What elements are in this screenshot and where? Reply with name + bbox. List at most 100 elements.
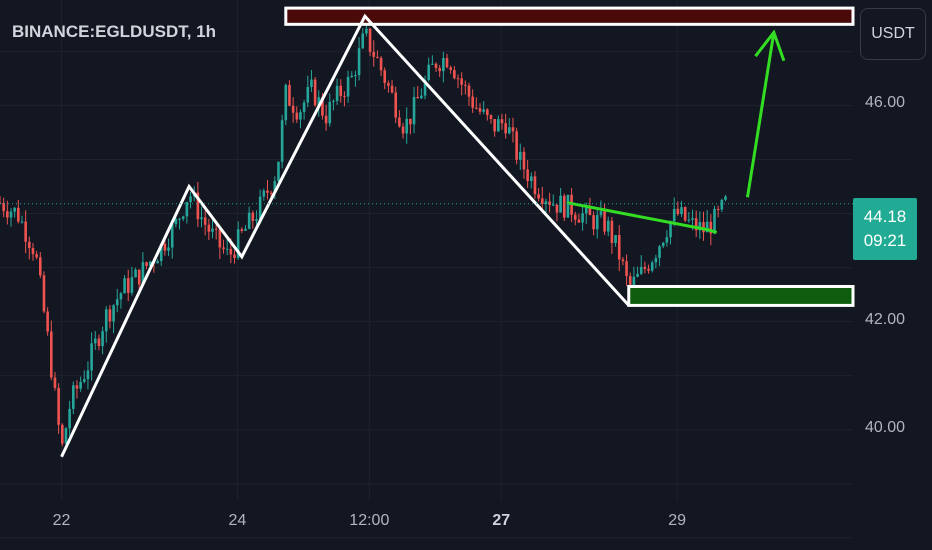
candle-body <box>302 102 306 113</box>
candle-body <box>35 254 38 258</box>
candle-body <box>200 217 203 220</box>
candle-body <box>126 278 130 293</box>
candle-body <box>669 221 672 238</box>
candlestick-series <box>0 24 727 447</box>
candle-body <box>247 212 251 229</box>
time-tick-label: 27 <box>492 512 511 529</box>
candle-body <box>551 204 555 206</box>
candle-body <box>339 85 343 96</box>
candle-body <box>540 198 544 204</box>
candle-body <box>650 262 654 271</box>
candle-body <box>28 241 31 248</box>
candle-body <box>394 92 398 118</box>
zigzag-line <box>60 13 630 458</box>
candle-body <box>632 276 636 286</box>
candle-body <box>625 261 628 277</box>
candle-body <box>93 338 97 344</box>
candle-body <box>423 80 427 96</box>
candle-body <box>497 119 500 132</box>
candle-body <box>148 261 152 266</box>
candle-body <box>387 83 390 86</box>
candle-body <box>599 211 603 216</box>
candle-body <box>409 118 412 125</box>
candle-body <box>295 112 299 120</box>
candle-body <box>185 202 189 217</box>
target-arrow-shaft <box>745 32 776 198</box>
candle-body <box>658 246 661 258</box>
candle-body <box>108 309 112 322</box>
candle-body <box>90 343 93 371</box>
candle-body <box>562 195 566 218</box>
candle-body <box>60 424 64 444</box>
candle-body <box>372 51 376 57</box>
candle-body <box>112 305 115 322</box>
candle-body <box>529 176 533 181</box>
candle-body <box>365 28 368 34</box>
candle-body <box>313 79 317 106</box>
candle-body <box>573 214 577 220</box>
candle-body <box>508 127 511 134</box>
candle-body <box>647 268 650 271</box>
candle-body <box>82 379 86 382</box>
candle-body <box>467 85 471 97</box>
candle-body <box>412 96 416 125</box>
candle-body <box>639 266 643 274</box>
candle-body <box>291 105 295 113</box>
candle-body <box>672 208 676 222</box>
candle-body <box>603 211 606 232</box>
candle-body <box>218 229 222 248</box>
candle-body <box>376 56 379 58</box>
candle-body <box>383 70 387 84</box>
candle-body <box>203 217 207 225</box>
candle-body <box>71 385 75 409</box>
candle-body <box>588 206 592 216</box>
candle-body <box>31 247 35 255</box>
candle-body <box>354 75 357 77</box>
candle-body <box>533 176 537 195</box>
currency-button[interactable]: USDT <box>860 8 926 60</box>
candle-body <box>537 194 540 199</box>
candle-body <box>357 48 361 76</box>
candle-body <box>698 222 702 231</box>
candle-body <box>486 109 489 116</box>
time-tick-label: 29 <box>668 512 687 529</box>
candle-body <box>515 131 518 160</box>
candle-body <box>709 221 713 234</box>
candle-body <box>156 261 159 264</box>
candle-body <box>236 229 240 259</box>
candle-body <box>57 387 60 425</box>
candle-body <box>262 190 266 197</box>
candle-body <box>324 115 328 124</box>
candle-body <box>464 84 467 86</box>
candle-body <box>511 127 515 132</box>
candle-body <box>64 428 68 444</box>
candle-body <box>471 96 474 108</box>
candle-body <box>460 78 463 85</box>
candle-body <box>606 220 610 232</box>
candle-body <box>68 408 71 429</box>
candle-body <box>79 381 82 389</box>
candle-body <box>482 109 485 112</box>
candle-body <box>196 192 200 220</box>
candle-body <box>229 248 233 255</box>
candle-body <box>683 207 687 221</box>
candle-body <box>321 97 324 116</box>
candle-body <box>691 218 694 220</box>
candle-body <box>159 243 163 262</box>
candle-body <box>456 78 460 80</box>
candle-body <box>350 75 354 77</box>
candle-body <box>434 63 438 69</box>
candle-body <box>405 118 409 134</box>
candle-body <box>170 224 174 248</box>
candle-body <box>401 126 405 134</box>
candle-body <box>163 243 167 251</box>
candle-body <box>119 293 123 300</box>
candle-body <box>431 63 434 65</box>
candle-body <box>493 118 496 132</box>
candle-body <box>442 58 445 72</box>
symbol-title: BINANCE:EGLDUSDT, 1h <box>12 22 217 41</box>
candle-body <box>577 219 581 223</box>
price-tick-label: 46.00 <box>865 94 906 112</box>
candle-body <box>680 207 683 215</box>
